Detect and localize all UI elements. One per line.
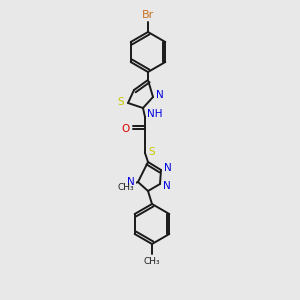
Text: NH: NH [147,109,163,119]
Text: S: S [149,147,155,157]
Text: S: S [118,97,124,107]
Text: CH₃: CH₃ [144,256,160,266]
Text: Br: Br [142,10,154,20]
Text: N: N [163,181,171,191]
Text: N: N [127,177,135,187]
Text: O: O [122,124,130,134]
Text: N: N [156,90,164,100]
Text: N: N [164,163,172,173]
Text: CH₃: CH₃ [118,184,134,193]
